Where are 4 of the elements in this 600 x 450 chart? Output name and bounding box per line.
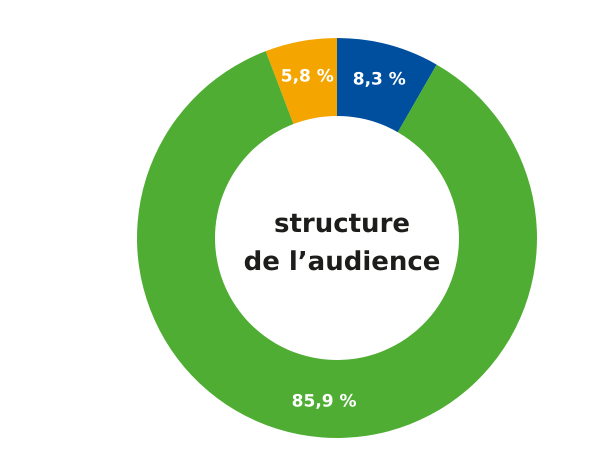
data-label: 85,9 % [292, 391, 357, 412]
data-label: 5,8 % [280, 66, 334, 87]
text: structure de l’audience [244, 209, 440, 277]
data-label: 8,3 % [352, 70, 406, 90]
